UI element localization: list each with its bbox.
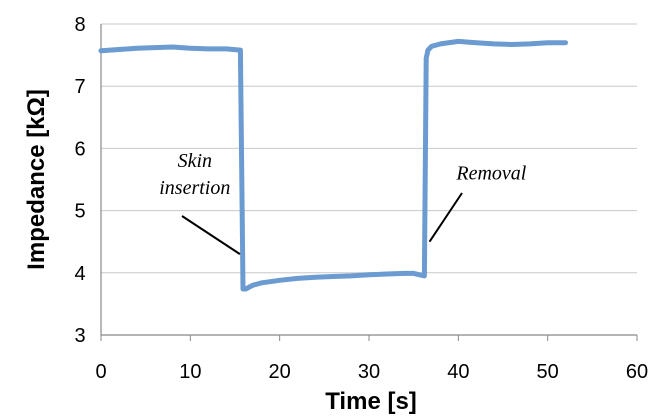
annotation-line: Skin <box>178 150 212 172</box>
annotation-line: insertion <box>159 177 230 199</box>
x-tick-label: 20 <box>269 361 291 383</box>
y-tick-label: 6 <box>74 138 85 160</box>
y-tick-label: 7 <box>74 76 85 98</box>
axes <box>100 24 638 341</box>
y-axis-title: Impedance [kΩ] <box>23 89 50 270</box>
annotation-line: Removal <box>455 163 526 185</box>
annotation-pointer <box>428 192 463 243</box>
y-tick-label: 8 <box>74 14 85 36</box>
x-tick-label: 60 <box>626 361 648 383</box>
x-tick-label: 10 <box>179 361 201 383</box>
annotation-label: Removal <box>455 163 526 185</box>
annotation-label: Skin insertion <box>159 150 230 199</box>
y-tick-label: 5 <box>74 201 85 223</box>
x-tick-label: 0 <box>95 361 106 383</box>
x-axis-title: Time [s] <box>325 388 417 415</box>
annotations: Skin insertion Removal <box>159 150 527 255</box>
y-tick-label: 4 <box>74 263 85 285</box>
y-tick-label: 3 <box>74 325 85 347</box>
x-tick-label: 40 <box>447 361 469 383</box>
annotation-pointer <box>181 215 241 255</box>
series-layer <box>98 38 568 292</box>
x-tick-label: 30 <box>358 361 380 383</box>
impedance-series-line <box>98 38 568 292</box>
x-tick-label: 50 <box>537 361 559 383</box>
tick-labels: 3 4 5 6 7 8 0 10 20 30 40 50 60 <box>74 14 648 383</box>
gridlines <box>101 23 637 274</box>
